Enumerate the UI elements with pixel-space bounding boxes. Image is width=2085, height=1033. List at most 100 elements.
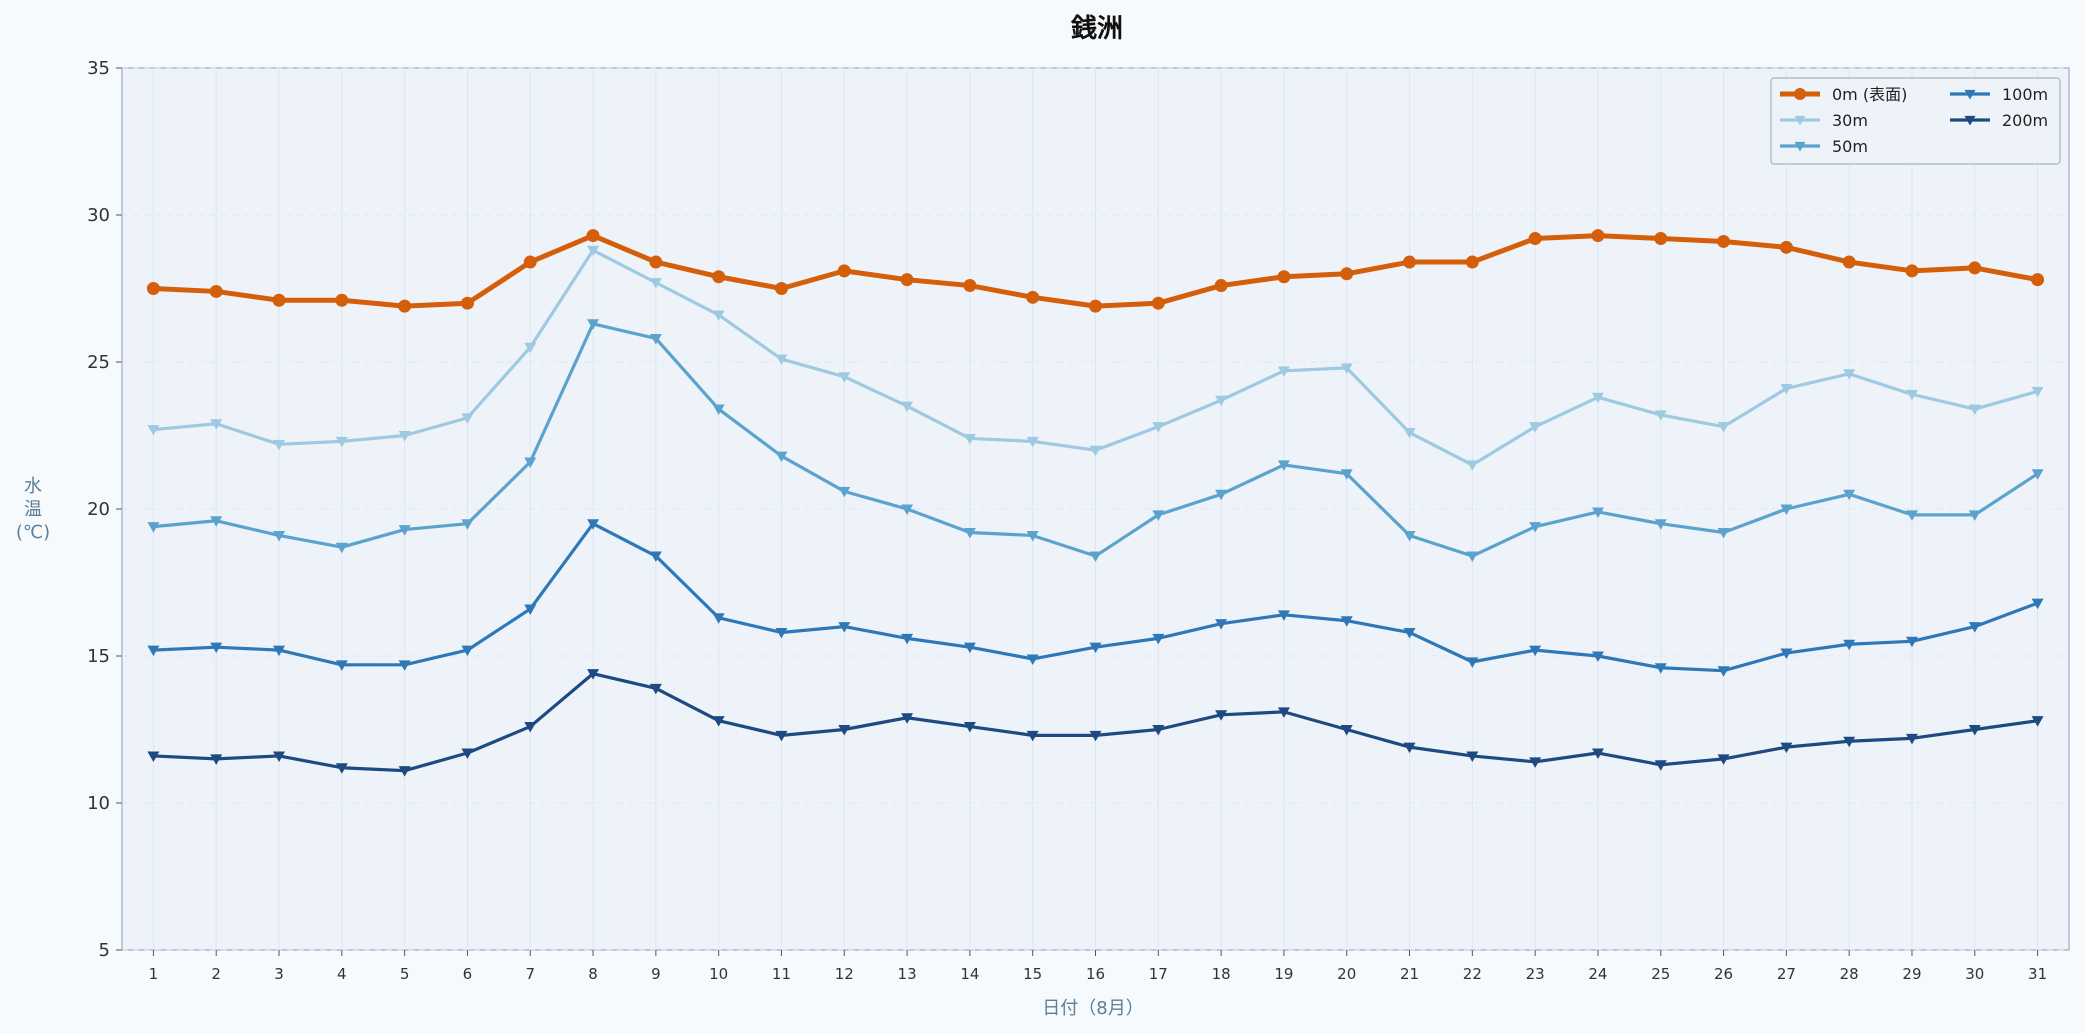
data-point xyxy=(1466,751,1479,762)
data-point xyxy=(900,273,914,287)
data-point xyxy=(901,713,914,724)
data-point xyxy=(1151,296,1165,310)
data-point xyxy=(587,245,600,257)
data-point xyxy=(1403,530,1416,542)
data-point xyxy=(461,748,474,760)
legend-label: 50m xyxy=(1832,137,1868,156)
data-point xyxy=(838,622,851,633)
data-point xyxy=(147,425,160,436)
x-tick-label: 8 xyxy=(588,965,598,983)
data-point xyxy=(712,404,725,416)
data-point xyxy=(2031,273,2045,287)
data-point xyxy=(335,542,348,554)
data-point xyxy=(1968,404,1981,416)
data-point xyxy=(1403,627,1416,639)
x-tick-label: 16 xyxy=(1086,965,1105,983)
data-point xyxy=(335,763,348,774)
data-point xyxy=(147,522,160,533)
data-point xyxy=(1215,489,1228,501)
x-tick-label: 11 xyxy=(772,965,791,983)
data-point xyxy=(2031,716,2044,727)
data-point xyxy=(1152,422,1165,433)
data-point xyxy=(1026,436,1039,448)
data-point xyxy=(524,457,537,468)
data-point xyxy=(1717,754,1730,765)
data-point xyxy=(963,642,976,654)
data-point xyxy=(1215,619,1228,630)
data-point xyxy=(963,722,976,733)
data-point xyxy=(1089,445,1102,457)
x-tick-label: 9 xyxy=(651,965,661,983)
data-point xyxy=(712,613,725,624)
data-point xyxy=(775,627,788,639)
data-point xyxy=(1968,510,1981,521)
x-tick-label: 31 xyxy=(2028,965,2047,983)
x-tick-label: 5 xyxy=(400,965,410,983)
data-point xyxy=(2031,598,2044,610)
data-point xyxy=(838,725,851,736)
x-tick-label: 14 xyxy=(960,965,979,983)
data-point xyxy=(775,451,788,463)
data-point xyxy=(586,229,600,243)
data-point xyxy=(1843,639,1856,651)
data-point xyxy=(1026,290,1040,304)
data-point xyxy=(2031,469,2044,480)
x-tick-label: 22 xyxy=(1463,965,1482,983)
data-point xyxy=(649,255,663,269)
legend-label: 0m (表面) xyxy=(1832,85,1907,104)
y-tick-label: 35 xyxy=(87,58,110,79)
data-point xyxy=(963,528,976,539)
data-point xyxy=(1968,725,1981,736)
data-point xyxy=(1277,460,1290,471)
data-point xyxy=(210,642,223,654)
x-axis-label: 日付（8月） xyxy=(1042,998,1143,1019)
data-point xyxy=(775,354,788,366)
data-point xyxy=(649,278,662,289)
x-tick-label: 12 xyxy=(835,965,854,983)
x-tick-label: 2 xyxy=(211,965,221,983)
data-point xyxy=(1717,666,1730,677)
data-point xyxy=(1465,255,1479,269)
data-point xyxy=(1905,636,1918,648)
y-tick-label: 25 xyxy=(87,352,110,373)
y-axis-label: 水 温 (℃) xyxy=(16,476,50,543)
y-axis-label-char-2: 温 xyxy=(24,499,42,520)
x-tick-label: 28 xyxy=(1840,965,1859,983)
y-tick-label: 20 xyxy=(87,499,110,520)
chart-title: 銭洲 xyxy=(1070,14,1123,44)
data-point xyxy=(1340,469,1353,480)
data-point xyxy=(901,633,914,645)
data-point xyxy=(1591,507,1604,518)
data-point xyxy=(1529,645,1542,657)
data-point xyxy=(1277,707,1290,718)
data-point xyxy=(1277,366,1290,377)
data-point xyxy=(1905,510,1918,521)
data-point xyxy=(398,660,411,671)
legend-entry-3: 50m xyxy=(1780,137,1868,156)
data-point xyxy=(712,310,725,321)
data-point xyxy=(1215,395,1228,407)
data-point xyxy=(1089,642,1102,654)
y-axis-label-char-3: (℃) xyxy=(16,522,50,543)
data-point xyxy=(1152,725,1165,736)
data-point xyxy=(273,439,286,451)
data-point xyxy=(1591,392,1604,404)
data-point xyxy=(335,436,348,448)
data-point xyxy=(1842,255,1856,269)
legend-label: 100m xyxy=(2002,85,2048,104)
data-point xyxy=(398,299,412,313)
data-point xyxy=(1843,736,1856,748)
series-4 xyxy=(147,519,2044,677)
data-point xyxy=(461,645,474,657)
data-point xyxy=(460,296,474,310)
data-point xyxy=(1780,648,1793,660)
data-point xyxy=(1152,633,1165,645)
x-tick-label: 21 xyxy=(1400,965,1419,983)
data-point xyxy=(1277,610,1290,621)
data-point xyxy=(210,516,223,527)
legend: 0m (表面) 30m 50m 100m 200m xyxy=(1770,77,2061,165)
data-point xyxy=(1654,410,1667,421)
x-tick-label: 29 xyxy=(1902,965,1921,983)
data-point xyxy=(1779,240,1793,254)
